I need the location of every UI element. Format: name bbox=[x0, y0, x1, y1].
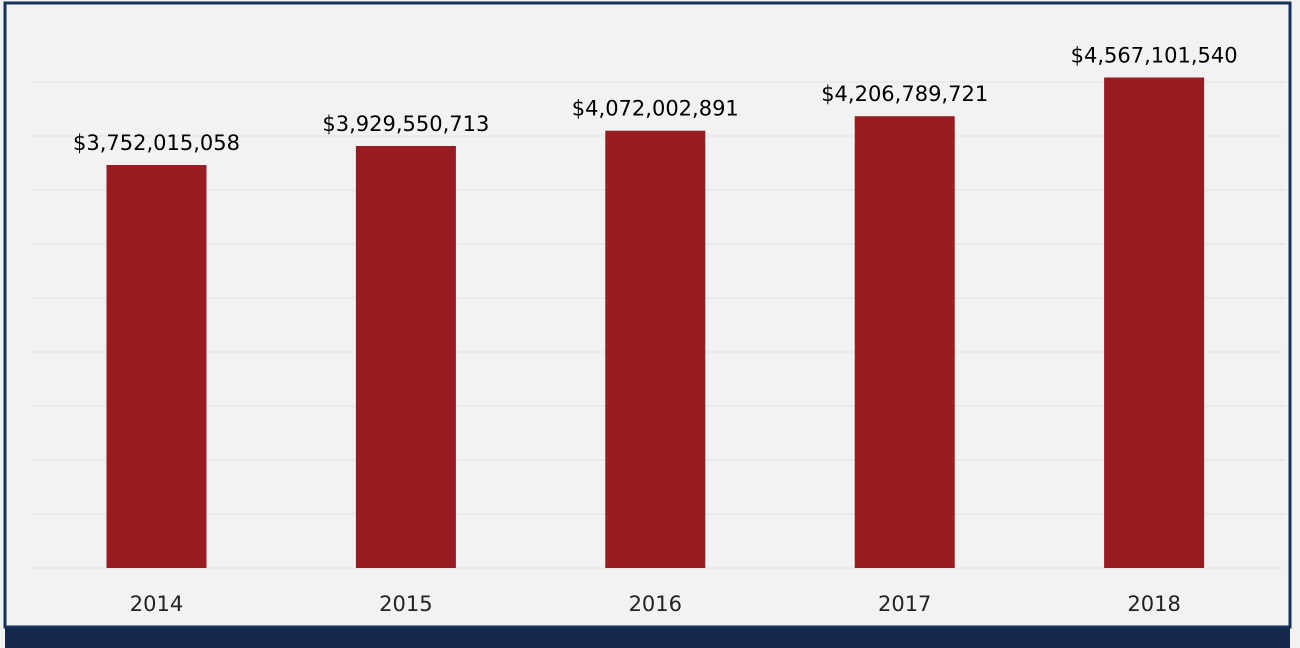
bar-2017 bbox=[854, 116, 955, 568]
frame-border bbox=[3, 1, 1292, 629]
x-tick-label-2018: 2018 bbox=[1127, 592, 1180, 616]
data-label-2014: $3,752,015,058 bbox=[73, 131, 240, 155]
data-label-2017: $4,206,789,721 bbox=[821, 82, 988, 106]
data-label-2018: $4,567,101,540 bbox=[1071, 44, 1238, 68]
bottom-bar bbox=[5, 628, 1290, 648]
bar-2015 bbox=[355, 146, 456, 568]
bar-2016 bbox=[605, 130, 706, 568]
bars bbox=[106, 77, 1205, 568]
data-label-2015: $3,929,550,713 bbox=[322, 112, 489, 136]
data-label-2016: $4,072,002,891 bbox=[572, 97, 739, 121]
x-tick-label-2017: 2017 bbox=[878, 592, 931, 616]
x-axis-tick-labels: 2014 2015 2016 2017 2018 bbox=[130, 592, 1181, 616]
bar-2018 bbox=[1104, 77, 1205, 568]
x-tick-label-2014: 2014 bbox=[130, 592, 183, 616]
x-tick-label-2016: 2016 bbox=[629, 592, 682, 616]
data-labels: $3,752,015,058 $3,929,550,713 $4,072,002,8… bbox=[73, 44, 1238, 156]
x-tick-label-2015: 2015 bbox=[379, 592, 432, 616]
bar-2014 bbox=[106, 165, 207, 568]
